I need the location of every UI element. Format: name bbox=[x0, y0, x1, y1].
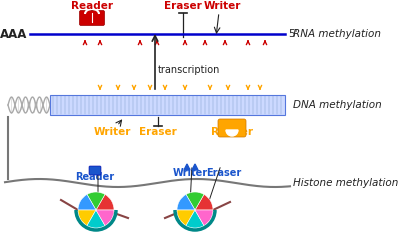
Text: DNA methylation: DNA methylation bbox=[293, 100, 382, 110]
Polygon shape bbox=[192, 164, 198, 170]
Text: Reader: Reader bbox=[76, 172, 114, 182]
Wedge shape bbox=[186, 210, 204, 228]
Text: Eraser: Eraser bbox=[206, 168, 242, 178]
FancyBboxPatch shape bbox=[89, 166, 101, 175]
Text: Writer: Writer bbox=[203, 1, 241, 11]
Wedge shape bbox=[87, 210, 105, 228]
Text: 5': 5' bbox=[288, 29, 298, 39]
Wedge shape bbox=[78, 210, 96, 226]
Text: RNA methylation: RNA methylation bbox=[293, 29, 381, 39]
Wedge shape bbox=[96, 210, 114, 226]
Wedge shape bbox=[177, 194, 195, 210]
Wedge shape bbox=[226, 130, 238, 136]
Polygon shape bbox=[184, 164, 190, 170]
Text: Histone methylation: Histone methylation bbox=[293, 178, 398, 188]
Text: Eraser: Eraser bbox=[164, 1, 202, 11]
FancyBboxPatch shape bbox=[218, 119, 246, 137]
Text: transcription: transcription bbox=[158, 65, 220, 75]
Wedge shape bbox=[87, 192, 105, 210]
Wedge shape bbox=[78, 194, 96, 210]
Text: Reader: Reader bbox=[71, 1, 113, 11]
Text: Reader: Reader bbox=[211, 127, 253, 137]
FancyBboxPatch shape bbox=[80, 10, 104, 25]
Wedge shape bbox=[96, 194, 114, 210]
Text: Writer: Writer bbox=[172, 168, 208, 178]
Text: Writer: Writer bbox=[93, 127, 131, 137]
Wedge shape bbox=[177, 210, 195, 226]
Text: Eraser: Eraser bbox=[139, 127, 177, 137]
Wedge shape bbox=[186, 192, 204, 210]
Wedge shape bbox=[195, 210, 213, 226]
Text: AAA: AAA bbox=[0, 28, 27, 40]
FancyBboxPatch shape bbox=[50, 95, 285, 115]
Wedge shape bbox=[195, 194, 213, 210]
